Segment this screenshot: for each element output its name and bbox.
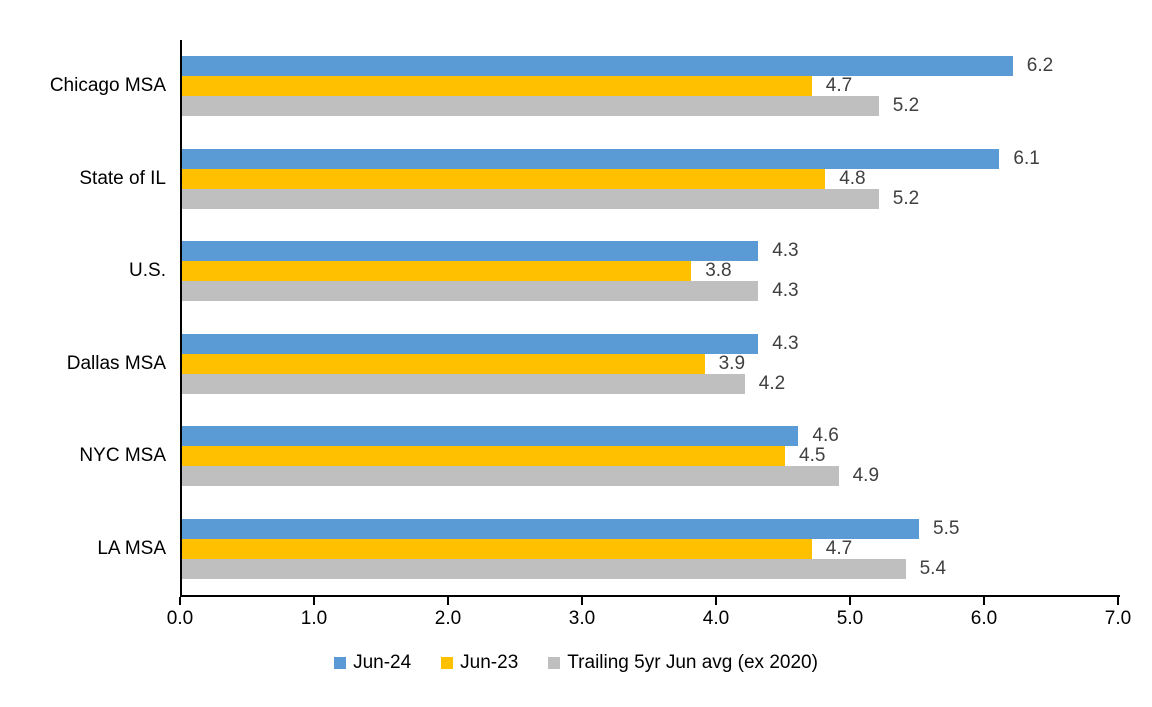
category-label: Dallas MSA <box>66 352 166 374</box>
bar-jun-23 <box>182 446 785 467</box>
category-label: NYC MSA <box>79 445 166 467</box>
bar-trailing-5yr-jun-avg-ex-2020- <box>182 558 906 579</box>
x-axis-tick-label: 4.0 <box>702 608 730 629</box>
bar-data-label: 4.7 <box>825 75 853 97</box>
x-axis-tick <box>179 597 181 605</box>
bar-data-label: 4.7 <box>825 537 853 559</box>
x-axis-tick-label: 5.0 <box>836 608 864 629</box>
x-axis-tick <box>447 597 449 605</box>
bar-data-label: 4.3 <box>772 240 799 262</box>
x-axis-tick-label: 2.0 <box>434 608 462 629</box>
category-label: LA MSA <box>97 537 166 559</box>
bar-data-label: 5.5 <box>933 517 960 539</box>
bar-jun-24 <box>182 333 759 354</box>
x-axis-tick <box>849 597 851 605</box>
bar-jun-23 <box>182 353 705 374</box>
bar-jun-23 <box>182 76 812 97</box>
bar-data-label: 5.2 <box>892 95 920 117</box>
bar-data-label: 4.8 <box>839 167 866 189</box>
bar-data-label: 6.2 <box>1026 55 1054 77</box>
bar-trailing-5yr-jun-avg-ex-2020- <box>182 466 839 487</box>
category-label: U.S. <box>129 260 166 282</box>
x-axis-tick-label: 3.0 <box>568 608 596 629</box>
legend-label: Jun-23 <box>460 652 519 673</box>
legend-swatch-icon <box>441 657 454 669</box>
x-axis-tick-label: 1.0 <box>300 608 328 629</box>
legend-swatch-icon <box>334 657 347 669</box>
bar-data-label: 4.9 <box>852 465 880 487</box>
x-axis-tick <box>715 597 717 605</box>
category-label: State of IL <box>79 167 166 189</box>
bar-jun-24 <box>182 148 1000 169</box>
bar-jun-23 <box>182 168 826 189</box>
legend-item: Jun-24 <box>334 652 411 674</box>
legend-item: Jun-23 <box>441 652 518 674</box>
bar-data-label: 6.1 <box>1013 147 1040 169</box>
bar-data-label: 5.4 <box>919 557 947 579</box>
legend-item: Trailing 5yr Jun avg (ex 2020) <box>548 652 818 674</box>
x-axis-tick <box>581 597 583 605</box>
x-axis-tick <box>313 597 315 605</box>
bar-trailing-5yr-jun-avg-ex-2020- <box>182 188 879 209</box>
x-axis-tick <box>1117 597 1119 605</box>
plot-area: 6.2 4.7 5.2 6.1 4.8 5.2 4.3 3.8 4.3 4.3 3.9 4.2 4.6 4… <box>180 40 1120 597</box>
bar-jun-24 <box>182 518 919 539</box>
bar-data-label: 3.8 <box>705 260 732 282</box>
bar-jun-24 <box>182 241 759 262</box>
legend-label: Trailing 5yr Jun avg (ex 2020) <box>567 652 818 673</box>
legend-swatch-icon <box>548 657 561 669</box>
x-axis-tick-label: 7.0 <box>1104 608 1132 629</box>
bar-jun-23 <box>182 538 812 559</box>
bar-data-label: 4.3 <box>772 332 799 354</box>
x-axis-tick <box>983 597 985 605</box>
bar-jun-24 <box>182 56 1013 77</box>
bar-trailing-5yr-jun-avg-ex-2020- <box>182 281 759 302</box>
bar-data-label: 4.5 <box>799 445 826 467</box>
x-axis-tick-label: 0.0 <box>166 608 194 629</box>
x-axis-tick-label: 6.0 <box>970 608 998 629</box>
bar-data-label: 4.6 <box>812 425 839 447</box>
legend-label: Jun-24 <box>353 652 412 673</box>
bar-data-label: 5.2 <box>892 187 920 209</box>
bar-jun-23 <box>182 261 692 282</box>
legend: Jun-24 Jun-23 Trailing 5yr Jun avg (ex 202… <box>0 652 1152 674</box>
bar-trailing-5yr-jun-avg-ex-2020- <box>182 96 879 117</box>
bar-trailing-5yr-jun-avg-ex-2020- <box>182 373 745 394</box>
bar-data-label: 4.2 <box>758 372 786 394</box>
category-label: Chicago MSA <box>49 75 166 97</box>
bar-data-label: 4.3 <box>772 280 799 302</box>
bar-data-label: 3.9 <box>718 352 746 374</box>
bar-jun-24 <box>182 426 799 447</box>
